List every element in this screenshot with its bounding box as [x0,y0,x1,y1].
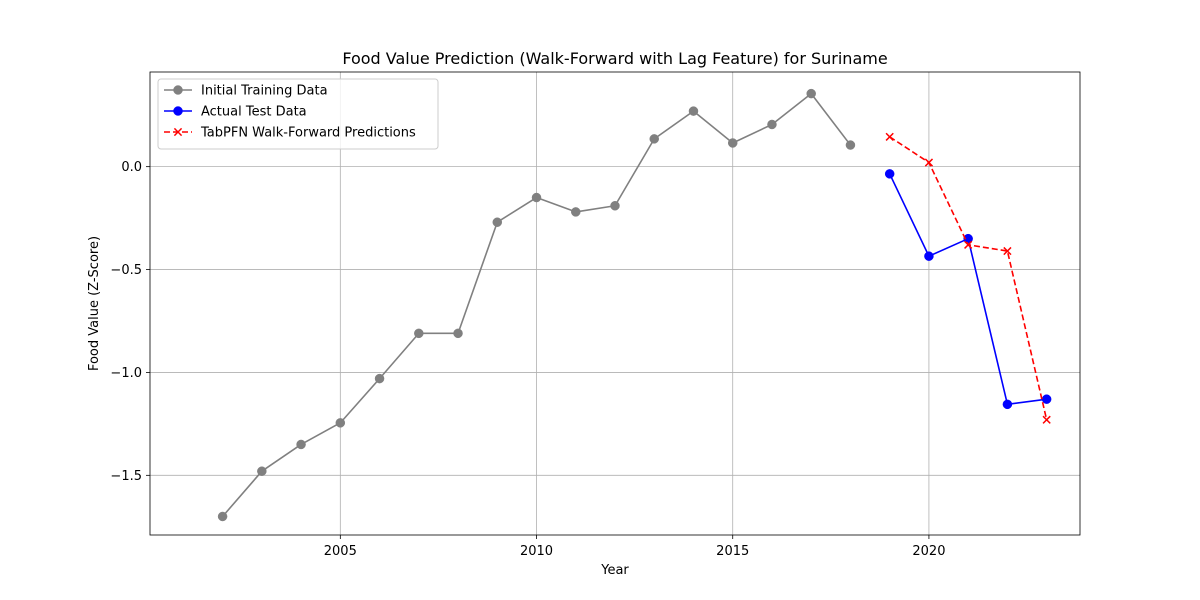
plot-series [217,88,1052,522]
axis-ticks: 2005 2010 2015 2020 0.0 −0.5 −1.0 −1.5 [110,160,945,559]
series-tabpfn-walk-forward-predictions [885,132,1051,424]
data-point-tabpfn-walk-forward-predictions [1003,246,1012,256]
data-point-actual-test-data [1002,399,1013,410]
data-point-initial-training-data [727,138,738,148]
legend-marker [173,106,183,116]
data-point-initial-training-data [845,140,856,150]
data-point-initial-training-data [296,439,306,450]
data-point-initial-training-data [492,217,503,227]
series-initial-training-data [217,88,856,522]
data-point-initial-training-data [453,328,463,339]
x-tick-label: 2005 [324,544,357,559]
data-point-initial-training-data [649,134,659,144]
legend-marker [173,127,183,137]
x-tick-label: 2010 [520,544,553,559]
legend-entry-tabpfn-walk-forward-predictions: TabPFN Walk-Forward Predictions [164,126,416,141]
x-tick-label: 2015 [716,544,749,559]
axes-frame [149,71,1081,536]
legend-marker [173,85,183,95]
data-point-initial-training-data [610,201,620,211]
legend-box [157,78,439,150]
x-tick-label: 2020 [912,544,945,559]
data-point-initial-training-data [217,511,228,522]
data-point-tabpfn-walk-forward-predictions [1042,415,1051,424]
data-point-initial-training-data [335,418,346,428]
data-point-actual-test-data [884,169,895,179]
data-point-tabpfn-walk-forward-predictions [964,240,973,249]
y-tick-label: −1.0 [110,366,142,381]
data-point-actual-test-data [924,251,934,261]
data-point-initial-training-data [806,88,816,99]
x-axis-label: Year [600,563,629,578]
y-axis-label: Food Value (Z-Score) [87,236,102,371]
data-point-tabpfn-walk-forward-predictions [885,132,894,141]
y-tick-label: 0.0 [121,160,142,175]
data-point-initial-training-data [531,192,542,203]
legend-label: Actual Test Data [201,105,307,120]
data-point-initial-training-data [571,207,581,217]
data-point-actual-test-data [1041,394,1052,404]
data-point-initial-training-data [688,106,699,116]
data-point-initial-training-data [414,328,424,339]
legend: Initial Training Data Actual Test Data Tab… [157,78,439,150]
data-point-initial-training-data [767,119,777,130]
legend-entry-initial-training-data: Initial Training Data [164,84,328,99]
y-tick-label: −1.5 [110,469,142,484]
data-point-tabpfn-walk-forward-predictions [924,158,934,167]
y-tick-label: −0.5 [110,263,142,278]
data-point-initial-training-data [374,373,385,384]
data-point-initial-training-data [257,466,267,476]
legend-entry-actual-test-data: Actual Test Data [164,105,307,120]
legend-label: TabPFN Walk-Forward Predictions [200,126,416,141]
series-actual-test-data [884,169,1052,410]
chart-title: Food Value Prediction (Walk-Forward with… [342,49,887,68]
legend-label: Initial Training Data [201,84,328,99]
